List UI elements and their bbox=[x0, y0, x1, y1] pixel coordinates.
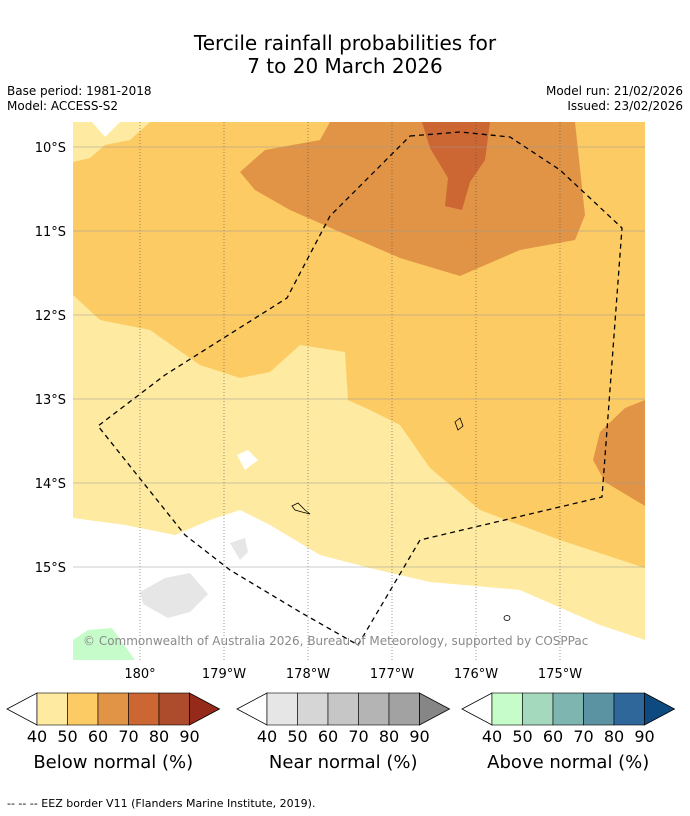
island-niulakita bbox=[503, 615, 511, 621]
legend-tick: 40 bbox=[482, 727, 502, 746]
lat-label: 10°S bbox=[35, 141, 66, 156]
legend-swatch bbox=[36, 692, 68, 726]
legend-below-normal: 40 50 60 70 80 90 Below normal (%) bbox=[6, 692, 221, 773]
longitude-labels: 180° 179°W 178°W 177°W 176°W 175°W bbox=[124, 667, 582, 682]
legend-tick: 80 bbox=[149, 727, 169, 746]
legend-tick: 50 bbox=[57, 727, 77, 746]
eez-border bbox=[97, 131, 623, 646]
lon-label: 179°W bbox=[202, 667, 246, 682]
lon-label: 176°W bbox=[454, 667, 498, 682]
legends: 40 50 60 70 80 90 Below normal (%) 40 50 60 70 80 9… bbox=[6, 692, 676, 773]
legend-tick: 40 bbox=[257, 727, 277, 746]
legend-tick: 40 bbox=[27, 727, 47, 746]
meta-left: Base period: 1981-2018 Model: ACCESS-S2 bbox=[7, 84, 152, 114]
legend-arrow-high bbox=[189, 692, 221, 726]
legend-tick: 80 bbox=[379, 727, 399, 746]
legend-swatch bbox=[297, 692, 329, 726]
base-period: Base period: 1981-2018 bbox=[7, 84, 152, 98]
legend-tick: 60 bbox=[543, 727, 563, 746]
legend-title: Below normal (%) bbox=[33, 752, 193, 773]
map-title: Tercile rainfall probabilities for 7 to … bbox=[0, 32, 690, 78]
lat-label: 12°S bbox=[35, 309, 66, 324]
region-near-normal-small bbox=[230, 538, 248, 560]
legend-arrow-high bbox=[644, 692, 676, 726]
lon-label: 177°W bbox=[370, 667, 414, 682]
legend-arrow-low bbox=[461, 692, 493, 726]
legend-tick: 60 bbox=[88, 727, 108, 746]
legend-tick: 90 bbox=[634, 727, 654, 746]
legend-swatch bbox=[67, 692, 99, 726]
lon-label: 175°W bbox=[538, 667, 582, 682]
model-run: Model run: 21/02/2026 bbox=[545, 84, 683, 98]
region-below-70-east bbox=[593, 400, 645, 506]
legend-swatch bbox=[158, 692, 190, 726]
probability-fill: © Commonwealth of Australia 2026, Bureau… bbox=[73, 122, 645, 660]
legend-tick: 90 bbox=[409, 727, 429, 746]
legend-swatch bbox=[583, 692, 615, 726]
legend-swatch bbox=[327, 692, 359, 726]
latitude-gridlines bbox=[73, 146, 645, 568]
legend-swatch bbox=[97, 692, 129, 726]
lon-label: 178°W bbox=[286, 667, 330, 682]
legend-tick: 50 bbox=[512, 727, 532, 746]
legend-swatch bbox=[522, 692, 554, 726]
legend-swatch bbox=[128, 692, 160, 726]
region-below-50-north bbox=[73, 122, 150, 162]
legend-swatch bbox=[358, 692, 390, 726]
legend-swatch bbox=[613, 692, 645, 726]
white-spot-2 bbox=[92, 122, 120, 137]
issued-date: Issued: 23/02/2026 bbox=[567, 99, 683, 113]
region-below-70 bbox=[240, 122, 585, 276]
lat-label: 15°S bbox=[35, 561, 66, 576]
legend-near-normal: 40 50 60 70 80 90 Near normal (%) bbox=[236, 692, 451, 773]
legend-tick: 80 bbox=[604, 727, 624, 746]
region-below-80 bbox=[422, 122, 490, 210]
island-nukulaelae bbox=[291, 502, 311, 515]
region-above-normal bbox=[73, 628, 135, 660]
lat-label: 11°S bbox=[35, 225, 66, 240]
legend-arrow-high bbox=[419, 692, 451, 726]
forecast-map: © Commonwealth of Australia 2026, Bureau… bbox=[35, 122, 645, 682]
title-line-1: Tercile rainfall probabilities for bbox=[193, 31, 497, 55]
legend-arrow-low bbox=[6, 692, 38, 726]
region-near-normal-west bbox=[140, 573, 208, 618]
white-spot-1 bbox=[237, 450, 258, 470]
legend-swatch bbox=[552, 692, 584, 726]
latitude-labels: 10°S 11°S 12°S 13°S 14°S 15°S bbox=[35, 141, 66, 576]
region-no-dominant bbox=[73, 510, 645, 660]
lat-label: 14°S bbox=[35, 477, 66, 492]
legend-swatch bbox=[491, 692, 523, 726]
eez-footnote: -- -- -- EEZ border V11 (Flanders Marine… bbox=[7, 797, 316, 810]
legend-swatch bbox=[266, 692, 298, 726]
island-funafuti bbox=[454, 417, 464, 431]
legend-swatch bbox=[388, 692, 420, 726]
meta-right: Model run: 21/02/2026 Issued: 23/02/2026 bbox=[546, 84, 683, 114]
lat-label: 13°S bbox=[35, 393, 66, 408]
legend-tick: 70 bbox=[348, 727, 368, 746]
legend-title: Near normal (%) bbox=[269, 752, 418, 773]
legend-tick: 70 bbox=[573, 727, 593, 746]
model-name: Model: ACCESS-S2 bbox=[7, 99, 119, 113]
legend-tick: 90 bbox=[179, 727, 199, 746]
legend-tick: 50 bbox=[287, 727, 307, 746]
legend-tick: 60 bbox=[318, 727, 338, 746]
lon-label: 180° bbox=[124, 667, 155, 682]
legend-arrow-low bbox=[236, 692, 268, 726]
copyright-notice: © Commonwealth of Australia 2026, Bureau… bbox=[83, 634, 588, 648]
legend-above-normal: 40 50 60 70 80 90 Above normal (%) bbox=[461, 692, 676, 773]
legend-tick: 70 bbox=[118, 727, 138, 746]
title-line-2: 7 to 20 March 2026 bbox=[247, 54, 443, 78]
legend-title: Above normal (%) bbox=[487, 752, 649, 773]
